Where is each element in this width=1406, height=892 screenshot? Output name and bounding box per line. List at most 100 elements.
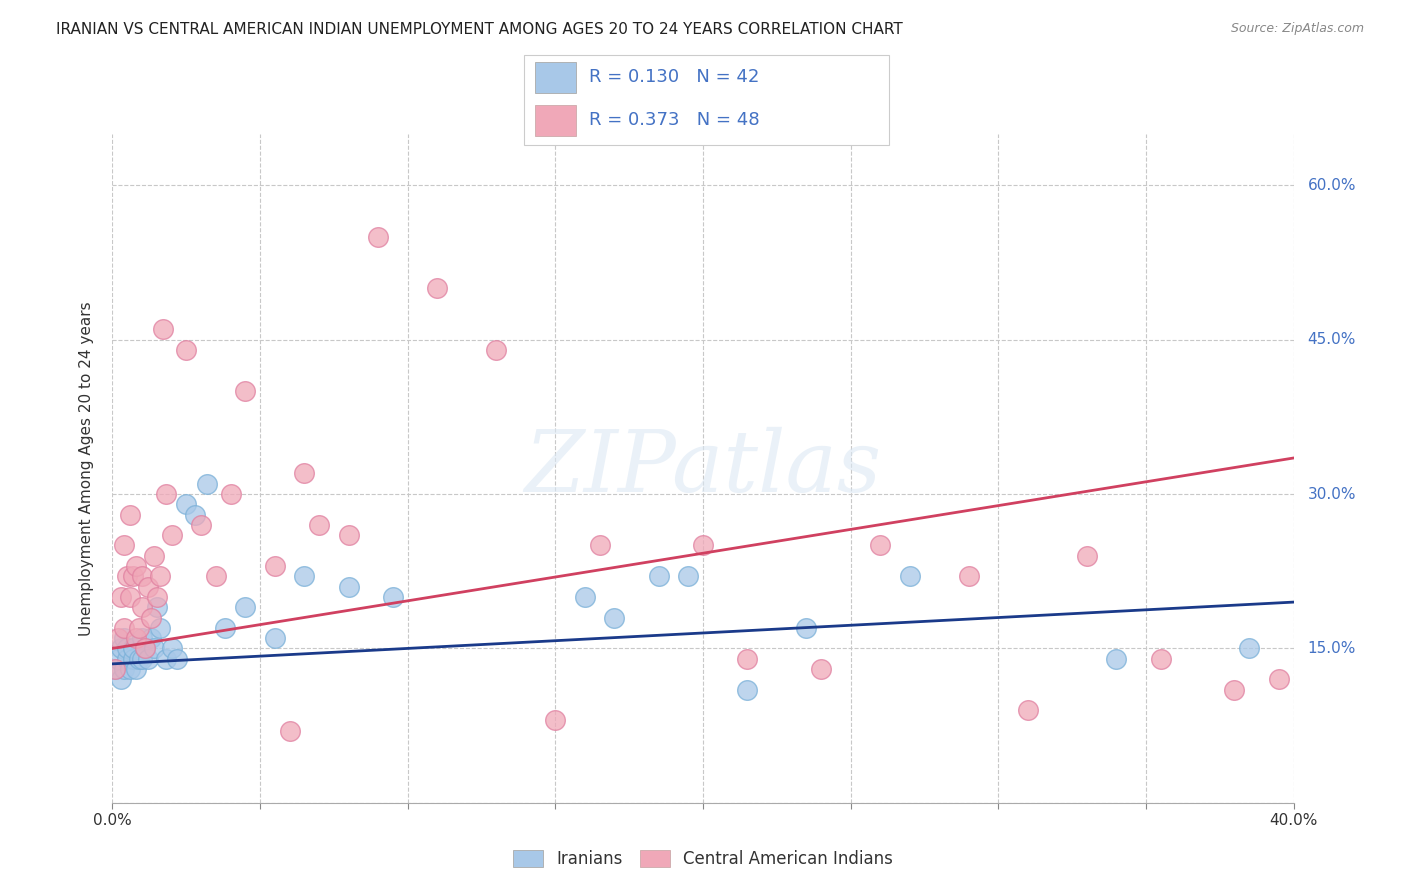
Point bbox=[1150, 651, 1173, 665]
Point bbox=[485, 343, 508, 357]
Point bbox=[264, 631, 287, 645]
Point bbox=[131, 600, 153, 615]
Point bbox=[112, 539, 135, 553]
Point bbox=[125, 662, 148, 676]
Y-axis label: Unemployment Among Ages 20 to 24 years: Unemployment Among Ages 20 to 24 years bbox=[79, 301, 94, 636]
Text: R = 0.130   N = 42: R = 0.130 N = 42 bbox=[589, 69, 759, 87]
Point bbox=[796, 621, 818, 635]
Point bbox=[136, 580, 159, 594]
FancyBboxPatch shape bbox=[536, 62, 576, 93]
Point bbox=[603, 610, 626, 624]
Point bbox=[139, 610, 162, 624]
Point bbox=[190, 517, 212, 532]
Point bbox=[957, 569, 980, 583]
Point bbox=[174, 497, 197, 511]
Point bbox=[1239, 641, 1261, 656]
Point bbox=[149, 569, 172, 583]
Text: 15.0%: 15.0% bbox=[1308, 641, 1355, 656]
Point bbox=[131, 651, 153, 665]
Point bbox=[122, 641, 145, 656]
Point bbox=[117, 569, 138, 583]
Point bbox=[120, 662, 142, 676]
Point bbox=[110, 641, 132, 656]
Point bbox=[160, 641, 183, 656]
Point bbox=[1017, 703, 1039, 717]
Point bbox=[278, 723, 301, 738]
Point bbox=[128, 621, 150, 635]
Point bbox=[195, 476, 218, 491]
Point bbox=[1076, 549, 1098, 563]
FancyBboxPatch shape bbox=[536, 105, 576, 136]
Point bbox=[122, 651, 145, 665]
Point bbox=[107, 651, 129, 665]
Point bbox=[184, 508, 207, 522]
Point bbox=[692, 539, 714, 553]
Point bbox=[1223, 682, 1246, 697]
Text: R = 0.373   N = 48: R = 0.373 N = 48 bbox=[589, 112, 759, 129]
Point bbox=[1268, 673, 1291, 687]
Point bbox=[898, 569, 921, 583]
Point bbox=[292, 467, 315, 481]
Point bbox=[146, 590, 169, 604]
Point bbox=[810, 662, 832, 676]
Point bbox=[112, 631, 135, 645]
Point bbox=[233, 600, 256, 615]
Legend: Iranians, Central American Indians: Iranians, Central American Indians bbox=[506, 843, 900, 875]
Point bbox=[110, 590, 132, 604]
Point bbox=[737, 651, 759, 665]
Text: 45.0%: 45.0% bbox=[1308, 332, 1355, 347]
Point bbox=[117, 651, 138, 665]
Point bbox=[1105, 651, 1128, 665]
Point bbox=[737, 682, 759, 697]
Point bbox=[174, 343, 197, 357]
Point bbox=[134, 641, 156, 656]
Point bbox=[678, 569, 700, 583]
Point bbox=[128, 651, 150, 665]
Text: Source: ZipAtlas.com: Source: ZipAtlas.com bbox=[1230, 22, 1364, 36]
Point bbox=[131, 569, 153, 583]
Point bbox=[337, 580, 360, 594]
Point bbox=[120, 590, 142, 604]
Point bbox=[426, 281, 449, 295]
Point bbox=[160, 528, 183, 542]
Point bbox=[139, 631, 162, 645]
Point bbox=[337, 528, 360, 542]
Point bbox=[146, 600, 169, 615]
Point bbox=[112, 662, 135, 676]
Text: 60.0%: 60.0% bbox=[1308, 178, 1357, 193]
Point bbox=[544, 714, 567, 728]
Point bbox=[104, 662, 127, 676]
Point bbox=[149, 621, 172, 635]
Point bbox=[308, 517, 330, 532]
Text: ZIPatlas: ZIPatlas bbox=[524, 427, 882, 509]
Point bbox=[152, 322, 174, 336]
Point bbox=[166, 651, 188, 665]
Point bbox=[869, 539, 891, 553]
Point bbox=[142, 549, 165, 563]
Point bbox=[136, 651, 159, 665]
Point bbox=[155, 487, 177, 501]
Point bbox=[574, 590, 596, 604]
Point bbox=[219, 487, 242, 501]
Point bbox=[107, 631, 129, 645]
Point bbox=[122, 569, 145, 583]
Point bbox=[110, 673, 132, 687]
Point bbox=[214, 621, 236, 635]
Point bbox=[367, 229, 389, 244]
Point bbox=[233, 384, 256, 398]
Point bbox=[120, 508, 142, 522]
Point bbox=[205, 569, 228, 583]
Point bbox=[104, 662, 127, 676]
Point bbox=[125, 559, 148, 574]
Text: IRANIAN VS CENTRAL AMERICAN INDIAN UNEMPLOYMENT AMONG AGES 20 TO 24 YEARS CORREL: IRANIAN VS CENTRAL AMERICAN INDIAN UNEMP… bbox=[56, 22, 903, 37]
Point bbox=[292, 569, 315, 583]
Point bbox=[112, 621, 135, 635]
FancyBboxPatch shape bbox=[524, 55, 889, 145]
Text: 30.0%: 30.0% bbox=[1308, 486, 1357, 501]
Point bbox=[647, 569, 671, 583]
Point bbox=[264, 559, 287, 574]
Point bbox=[125, 631, 148, 645]
Point bbox=[155, 651, 177, 665]
Point bbox=[382, 590, 405, 604]
Point bbox=[142, 641, 165, 656]
